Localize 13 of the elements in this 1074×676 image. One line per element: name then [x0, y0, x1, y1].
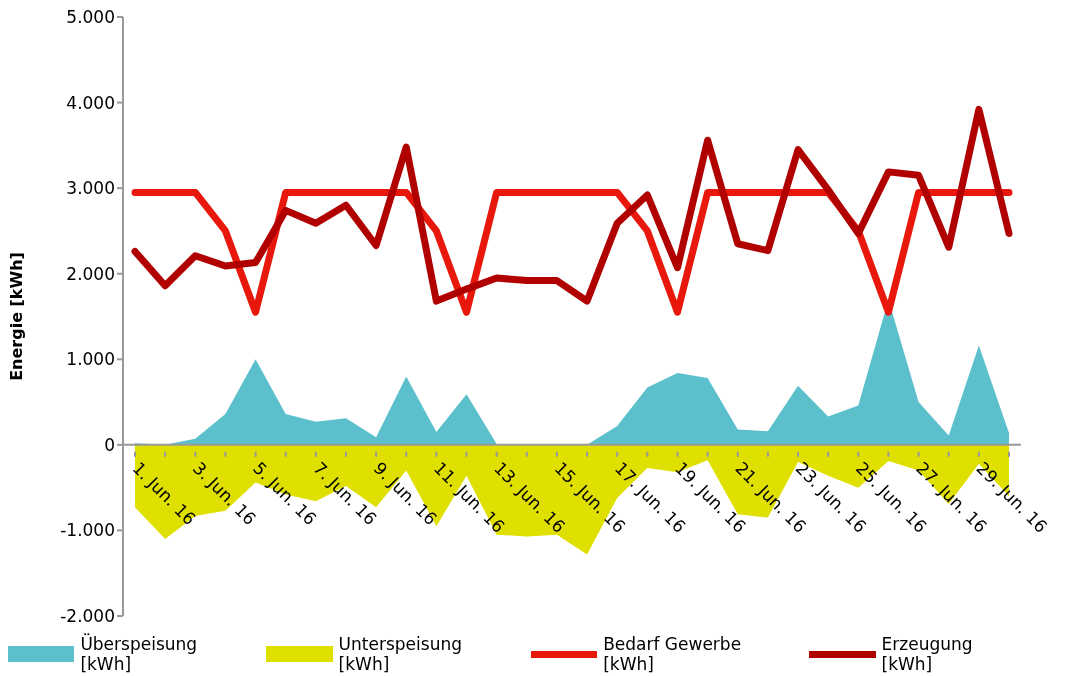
y-tick-label: -1.000	[60, 520, 115, 541]
y-tick-label: 2.000	[66, 263, 115, 284]
y-axis-title: Energie [kWh]	[6, 252, 26, 381]
legend-label: Erzeugung [kWh]	[881, 634, 974, 674]
y-tick-label: 3.000	[66, 178, 115, 199]
y-tick-label: 0	[104, 434, 115, 455]
y-tick-label: 1.000	[66, 349, 115, 370]
y-tick-label: 4.000	[66, 92, 115, 113]
legend-label: Bedarf Gewerbe [kWh]	[603, 634, 743, 674]
legend-label: Überspeisung [kWh]	[80, 634, 199, 674]
y-tick-label: 5.000	[66, 7, 115, 28]
legend-label: Unterspeisung [kWh]	[338, 634, 463, 674]
y-tick-label: -2.000	[60, 606, 115, 627]
